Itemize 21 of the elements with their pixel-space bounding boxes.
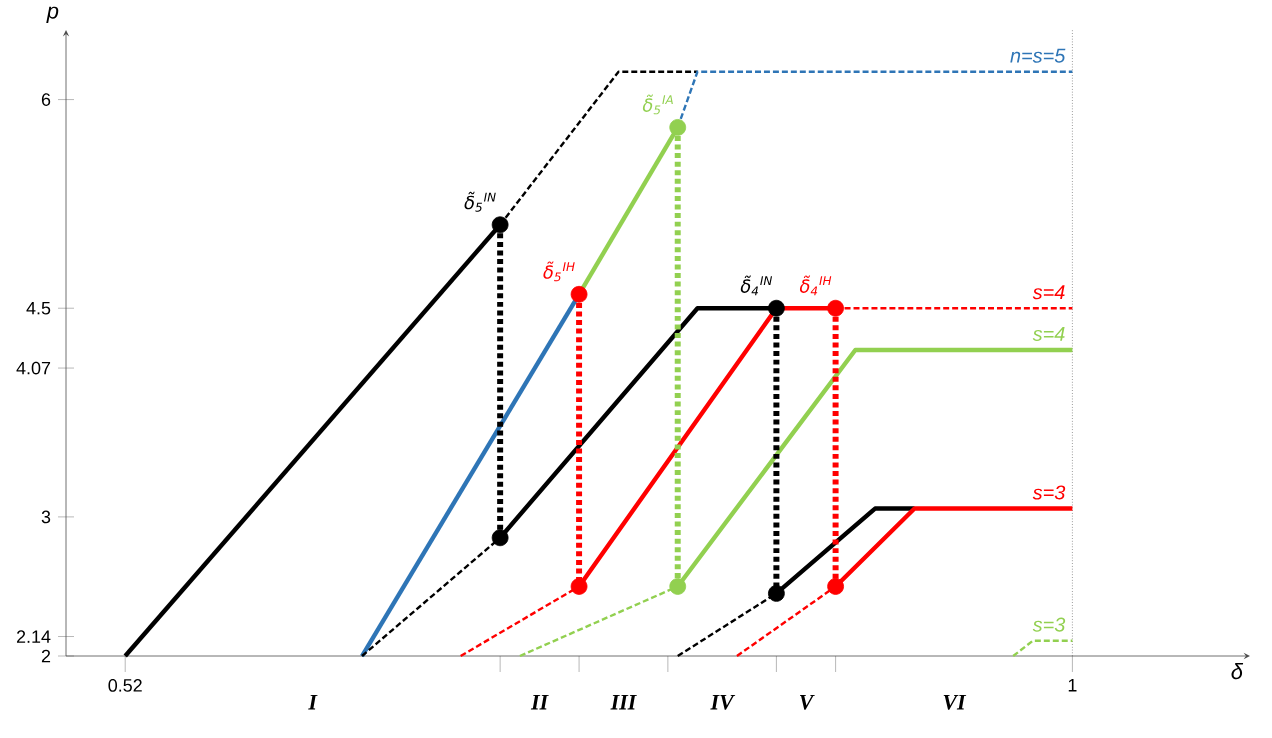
y-tick-label: 3 — [41, 510, 51, 524]
text: VI — [943, 695, 967, 710]
series-label: n=s=5 — [1010, 48, 1066, 63]
text: IV — [710, 695, 736, 710]
series-label: s=3 — [1032, 617, 1066, 632]
x-tick-label: 1 — [1068, 679, 1077, 692]
y-tick-label: 4.07 — [16, 361, 51, 375]
series-label: s=3 — [1032, 485, 1066, 500]
y-tick-label: 2 — [41, 649, 51, 663]
series-label: s=4 — [1032, 285, 1065, 300]
x-tick-label: 0.52 — [108, 679, 142, 692]
text: III — [610, 695, 637, 710]
text: I — [308, 695, 318, 710]
text: V — [799, 695, 815, 710]
text: II — [530, 695, 549, 710]
y-tick-label: 4.5 — [26, 301, 51, 315]
y-tick-label: 6 — [41, 93, 51, 106]
y-axis-title: p — [46, 6, 59, 23]
x-axis-title: δ — [1231, 663, 1244, 680]
y-tick-label: 2.14 — [16, 630, 51, 643]
series-label: s=4 — [1032, 327, 1065, 341]
